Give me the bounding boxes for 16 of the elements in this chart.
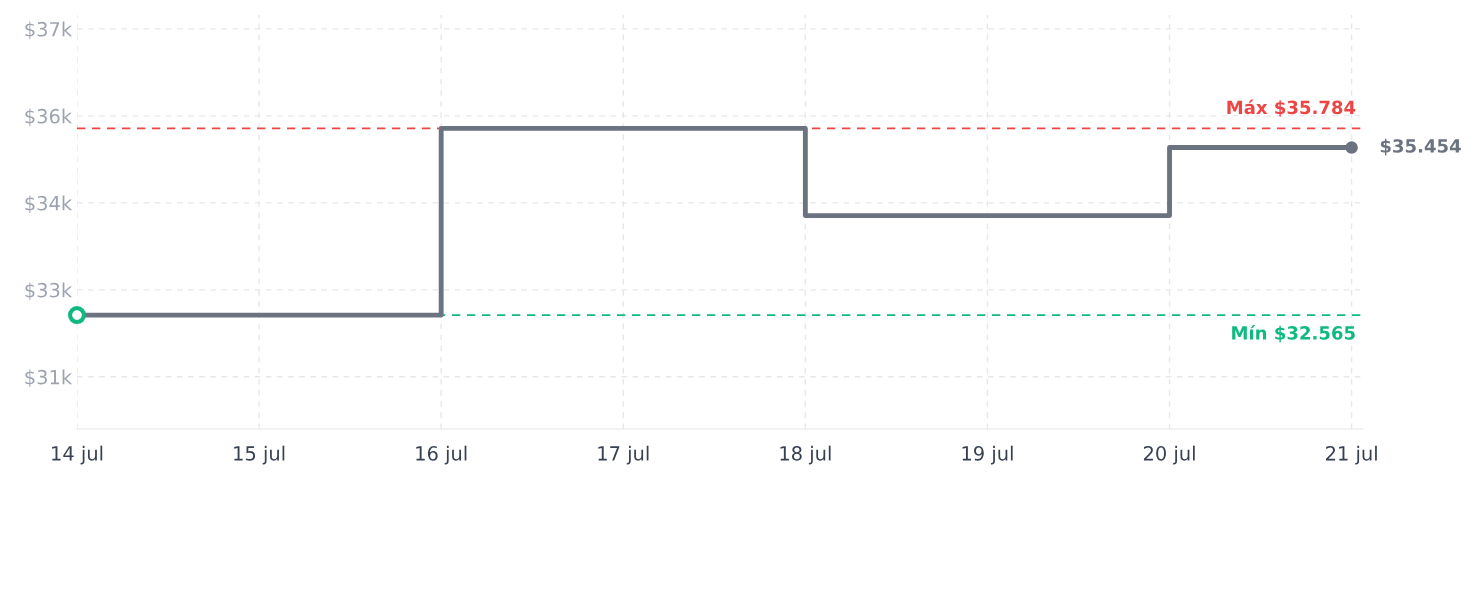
x-tick-label: 20 jul [1143,445,1195,465]
y-tick-label: $31k [25,369,73,388]
x-tick-label: 16 jul [416,445,467,465]
y-tick-label: $37k [25,21,73,40]
annotation: $35.454 [1380,138,1461,156]
x-tick-label: 14 jul [52,445,103,465]
x-tick-label: 19 jul [962,445,1013,465]
y-tick-label: $36k [25,108,73,127]
y-tick-label: $34k [25,195,73,214]
ref-line-label: Máx $35.784 [1227,99,1356,117]
y-tick-label: $33k [25,282,73,301]
x-tick-label: 21 jul [1326,445,1377,465]
x-tick-label: 15 jul [234,445,285,465]
ref-line-label: Mín $32.565 [1232,325,1355,343]
x-tick-label: 18 jul [780,445,831,465]
x-tick-label: 17 jul [598,445,649,465]
